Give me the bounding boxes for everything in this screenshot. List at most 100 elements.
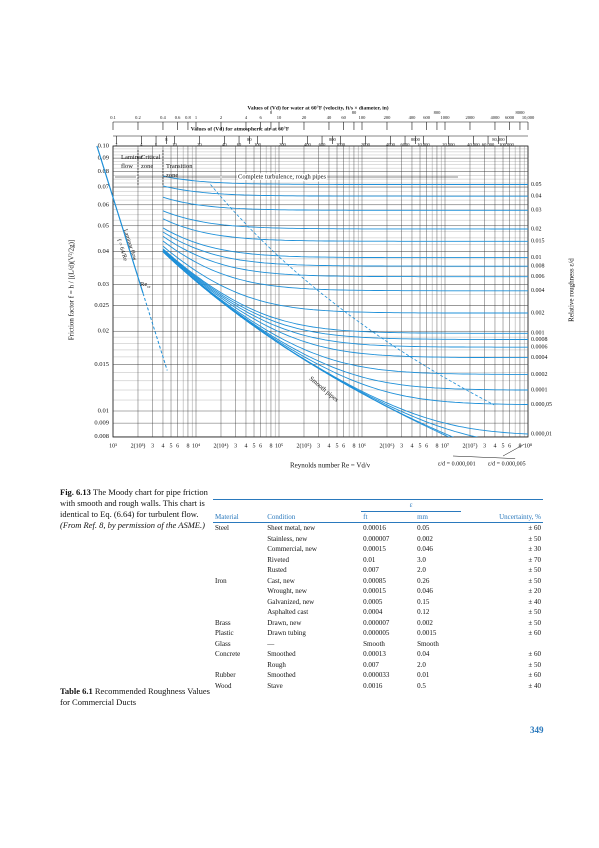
table-cell: Steel	[215, 524, 229, 533]
roughness-label: 0.0002	[531, 372, 548, 378]
table-cell: Rusted	[267, 566, 287, 575]
zone-label: Critical zone	[141, 154, 161, 170]
roughness-curve	[162, 185, 528, 197]
roughness-curve	[162, 245, 528, 314]
y-tick-label: 0.025	[94, 302, 109, 309]
x-tick-label: 6	[342, 443, 345, 449]
roughness-curve	[162, 235, 528, 278]
table-cell: 0.12	[417, 608, 430, 617]
x-tick-label: 3	[317, 443, 320, 449]
top-tick-label: 80	[352, 110, 357, 115]
table-cell: ± 50	[528, 660, 541, 669]
x-tick-label: 2(10⁶)	[379, 442, 394, 449]
roughness-label: 0.01	[531, 255, 542, 261]
top-tick-label: 1000	[336, 142, 346, 147]
top-tick-label: 200	[279, 142, 287, 147]
table-cell: ± 70	[528, 555, 541, 564]
roughness-label: 0.0004	[531, 355, 548, 361]
table-cell: 0.5	[417, 681, 426, 690]
top-tick-label: 4	[140, 142, 143, 147]
turbulence-label: Complete turbulence, rough pipes	[238, 173, 327, 180]
table-cell: ± 60	[528, 671, 541, 680]
smooth-label: Smooth pipes	[308, 375, 340, 404]
x-tick-label: 8	[435, 443, 438, 449]
x-tick-label: 5	[502, 443, 505, 449]
table-cell: Sheet metal, new	[267, 524, 316, 533]
table-cell: 0.01	[417, 671, 430, 680]
roughness-curve	[162, 231, 528, 267]
x-tick-label: 4	[410, 443, 413, 449]
zone-label: Laminar flow	[121, 154, 144, 170]
x-tick-label: 3	[483, 443, 486, 449]
table-cell	[461, 639, 543, 650]
top-tick-label: 60	[341, 115, 346, 120]
x-tick-label: 10⁶	[358, 443, 366, 449]
table-cell	[213, 555, 265, 566]
table-cell	[213, 544, 265, 555]
table-cell: Drawn, new	[267, 618, 302, 627]
top-tick-label: 10,000	[417, 142, 430, 148]
table-row: Asphalted cast 0.0004 0.12 ± 50	[213, 607, 543, 618]
top-axis-title: Values of (Vd) for atmospheric air at 60…	[191, 125, 290, 132]
table-cell: Drawn tubing	[267, 629, 306, 638]
table-cell: ± 50	[528, 608, 541, 617]
top-tick-label: 6	[155, 142, 158, 147]
plot-frame	[112, 145, 529, 438]
table-row: Concrete Smoothed 0.00013 0.04 ± 60	[213, 649, 543, 660]
table-cell: 0.01	[363, 555, 376, 564]
top-tick-label: 60,000	[482, 142, 495, 148]
x-tick-label: 4	[327, 443, 330, 449]
table-row: Brass Drawn, new 0.000007 0.002 ± 50	[213, 618, 543, 629]
top-tick-label: 400	[409, 115, 417, 120]
table-row: Rusted 0.007 2.0 ± 50	[213, 565, 543, 576]
top-tick-label: 6	[259, 115, 262, 120]
top-tick-label: 800	[434, 110, 442, 115]
table-title: Recommended Roughness Values for Commerc…	[60, 686, 210, 707]
y-tick-label: 0.04	[98, 248, 110, 255]
top-tick-label: 6000	[401, 142, 411, 147]
roughness-label: 0.001	[531, 331, 545, 337]
top-tick-label: 80,000	[492, 137, 505, 143]
top-tick-label: 20,000	[442, 142, 455, 148]
roughness-curve	[162, 218, 528, 242]
roughness-table: ε Material Condition ft mm Uncertainty, % Ste…	[213, 499, 543, 691]
table-cell: 2.0	[417, 660, 426, 669]
x-tick-label: 5	[253, 443, 256, 449]
top-tick-label: 40,000	[467, 142, 480, 148]
table-row: Rubber Smoothed 0.000033 0.01 ± 60	[213, 670, 543, 681]
y-tick-label: 0.02	[98, 328, 109, 335]
top-tick-label: 2000	[361, 142, 371, 147]
y-tick-label: 0.10	[98, 142, 109, 149]
top-tick-label: 100	[359, 115, 367, 120]
zone-label-line: flow	[121, 163, 133, 170]
column-header: Material	[215, 512, 239, 521]
x-tick-label: 4	[161, 443, 164, 449]
laminar-line	[96, 145, 144, 294]
table-cell: Riveted	[267, 555, 289, 564]
roughness-curve	[162, 240, 528, 292]
table-cell: 0.0015	[417, 629, 437, 638]
top-tick-label: 2	[220, 115, 222, 120]
top-tick-label: 2000	[465, 115, 475, 120]
top-tick-label: 2	[115, 142, 117, 147]
table-cell: 0.046	[417, 545, 433, 554]
roughness-label: 0.000,05	[531, 402, 552, 408]
table-cell: 0.00085	[363, 576, 386, 585]
top-axis-title: Values of (Vd) for water at 60°F (veloci…	[247, 104, 388, 111]
group-header: ε	[361, 499, 462, 512]
roughness-label: 0.004	[531, 288, 545, 294]
recr-base: Re	[140, 281, 147, 288]
top-tick-label: 200	[384, 115, 392, 120]
top-tick-label: 1	[195, 115, 197, 120]
top-tick-label: 8000	[515, 110, 525, 115]
top-tick-label: 0.1	[110, 115, 116, 120]
roughness-curve	[162, 251, 479, 437]
roughness-curve	[162, 250, 528, 375]
table-cell	[213, 660, 265, 671]
roughness-curve	[162, 227, 528, 259]
x-tick-label: 6	[259, 443, 262, 449]
table-row: Glass — Smooth Smooth	[213, 639, 543, 650]
table-label: Table 6.1	[60, 686, 93, 696]
roughness-label: 0.02	[531, 226, 542, 232]
y-tick-label: 0.015	[94, 361, 109, 368]
